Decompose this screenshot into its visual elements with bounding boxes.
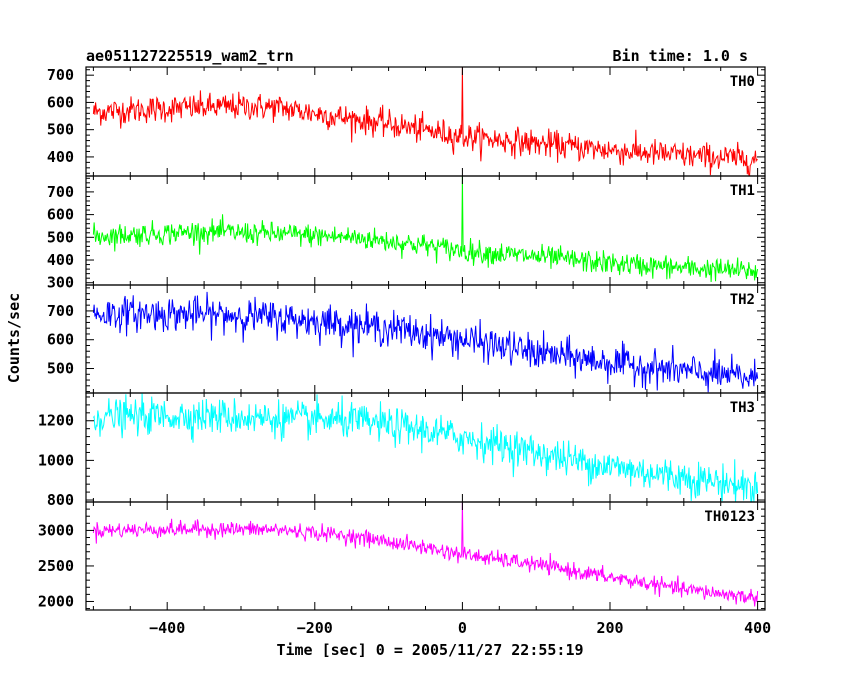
y-tick-label-th0: 700 — [47, 66, 74, 84]
y-tick-label-th1: 600 — [47, 206, 74, 224]
figure-title: ae051127225519_wam2_trn — [86, 47, 294, 65]
channel-label-th2: TH2 — [730, 292, 755, 308]
y-tick-label-th3: 1200 — [38, 412, 74, 430]
y-tick-label-th1: 300 — [47, 274, 74, 292]
y-tick-label-th2: 600 — [47, 331, 74, 349]
series-line-th1 — [92, 176, 759, 283]
channel-label-th0123: TH0123 — [704, 509, 755, 525]
y-tick-label-th0123: 2000 — [38, 592, 74, 610]
y-tick-label-th1: 700 — [47, 183, 74, 201]
y-tick-label-th3: 800 — [47, 491, 74, 509]
x-tick-label: 0 — [458, 619, 467, 637]
x-axis-label: Time [sec] 0 = 2005/11/27 22:55:19 — [276, 641, 583, 659]
y-axis-label: Counts/sec — [5, 293, 23, 383]
x-tick-label: −200 — [297, 619, 333, 637]
y-tick-label-th1: 400 — [47, 251, 74, 269]
y-tick-label-th0123: 2500 — [38, 557, 74, 575]
y-tick-label-th0123: 3000 — [38, 521, 74, 539]
series-line-th2 — [92, 291, 759, 393]
channel-label-th3: TH3 — [730, 400, 755, 416]
x-tick-label: 400 — [744, 619, 771, 637]
series-line-th3 — [92, 393, 759, 502]
y-tick-label-th0: 400 — [47, 148, 74, 166]
x-tick-label: 200 — [596, 619, 623, 637]
panel-frame-th3 — [85, 392, 766, 503]
y-tick-label-th2: 700 — [47, 302, 74, 320]
bin-time-label: Bin time: 1.0 s — [613, 47, 748, 65]
panel-frame-th0123 — [85, 501, 766, 611]
y-tick-label-th3: 1000 — [38, 451, 74, 469]
channel-label-th0: TH0 — [730, 74, 755, 90]
panels-group: 400 500 600 700 TH0 300 400 500 600 700 TH1 500 600 7… — [38, 66, 771, 637]
y-tick-label-th2: 500 — [47, 360, 74, 378]
series-line-th0 — [92, 67, 758, 176]
channel-label-th1: TH1 — [730, 183, 755, 199]
y-tick-label-th0: 500 — [47, 121, 74, 139]
y-tick-label-th1: 500 — [47, 228, 74, 246]
panel-frame-th0 — [85, 66, 766, 177]
series-line-th0123 — [92, 502, 759, 607]
y-tick-label-th0: 600 — [47, 93, 74, 111]
x-tick-label: −400 — [149, 619, 185, 637]
